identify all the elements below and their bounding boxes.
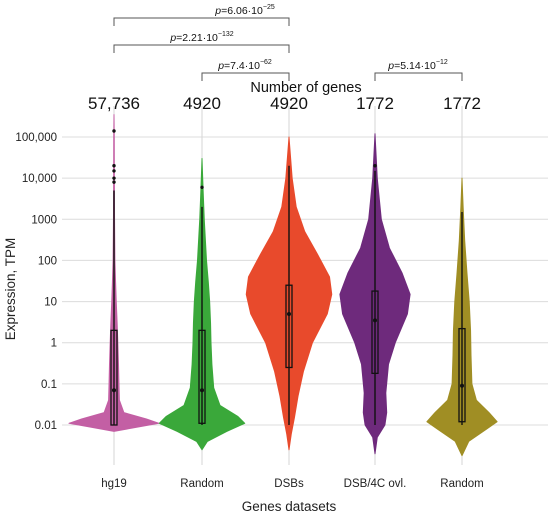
box-1	[198, 329, 206, 424]
median-1	[200, 388, 204, 393]
outlier-point	[112, 176, 116, 180]
y-tick-label: 0.01	[35, 420, 57, 432]
x-tick-label: hg19	[101, 478, 127, 490]
pvalue-label: p=6.06·10−25	[214, 4, 275, 17]
y-tick-label: 10,000	[22, 173, 57, 185]
box-2	[285, 284, 293, 369]
box-4	[458, 327, 466, 423]
pvalue-bracket	[374, 72, 463, 81]
pvalue-label: p=2.21·10−132	[169, 31, 233, 44]
y-tick-label: 100	[38, 255, 57, 267]
outlier-point	[200, 185, 204, 189]
median-4	[460, 383, 464, 388]
gene-count-label: 4920	[270, 94, 308, 113]
gene-count-label: 1772	[443, 94, 481, 113]
box-3	[371, 290, 379, 375]
y-tick-label: 10	[44, 297, 57, 309]
violins	[68, 114, 498, 457]
y-axis-title: Expression, TPM	[3, 238, 18, 341]
outlier-point	[373, 164, 377, 168]
x-tick-label: DSBs	[274, 478, 304, 490]
x-axis-title: Genes datasets	[242, 499, 337, 514]
outlier-point	[112, 164, 116, 168]
pvalue-label: p=5.14·10−12	[387, 59, 448, 72]
x-tick-label: DSB/4C ovl.	[344, 478, 407, 490]
x-tick-label: Random	[180, 478, 223, 490]
pvalue-label: p=7.4·10−62	[217, 59, 272, 72]
pvalue-brackets: p=6.06·10−25 p=2.21·10−132 p=7.4·10−62 p=5.…	[113, 4, 463, 81]
y-tick-label: 1	[51, 338, 57, 350]
median-2	[287, 311, 291, 316]
gene-count-labels: 57,736 4920 4920 1772 1772	[88, 94, 481, 113]
pvalue-bracket	[113, 17, 290, 26]
y-tick-label: 0.1	[41, 379, 57, 391]
gene-count-label: 4920	[183, 94, 221, 113]
outlier-point	[112, 169, 116, 173]
outlier-point	[112, 180, 116, 184]
x-tick-label: Random	[440, 478, 483, 490]
gene-count-label: 1772	[356, 94, 394, 113]
y-tick-labels: 100,000 10,000 1000 100 10 1 0.1 0.01	[15, 132, 57, 432]
pvalue-bracket	[113, 44, 290, 53]
x-tick-labels: hg19 Random DSBs DSB/4C ovl. Random	[101, 478, 484, 490]
gene-count-label: 57,736	[88, 94, 140, 113]
median-0	[112, 388, 116, 393]
counts-title: Number of genes	[250, 80, 361, 96]
box-0	[110, 329, 118, 426]
y-tick-label: 1000	[31, 214, 57, 226]
outlier-point	[112, 129, 116, 133]
y-tick-label: 100,000	[15, 132, 57, 144]
median-3	[373, 318, 377, 323]
pvalue-bracket	[201, 72, 290, 81]
